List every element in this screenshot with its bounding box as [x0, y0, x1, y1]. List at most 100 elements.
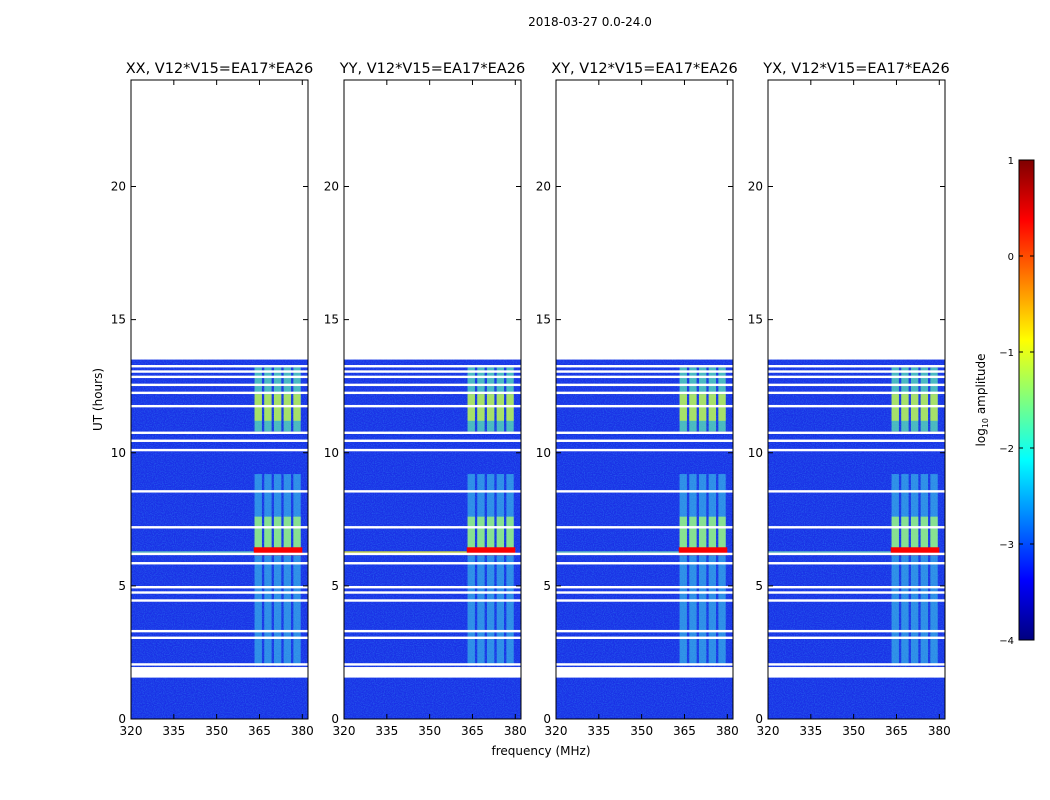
flagged-row	[768, 552, 945, 556]
rfi-stripe	[131, 551, 254, 554]
flagged-row	[556, 663, 733, 666]
flagged-row	[131, 383, 308, 387]
flagged-row	[768, 448, 945, 452]
x-tick-label: 320	[333, 724, 356, 738]
y-tick-label: 20	[536, 180, 551, 194]
flagged-row	[131, 375, 308, 379]
colorbar: 1 0 −1 −2 −3 −4 log10 amplitude	[974, 156, 1035, 647]
flagged-row	[344, 526, 521, 529]
x-tick-label: 320	[757, 724, 780, 738]
flagged-row	[556, 370, 733, 373]
rfi-stripe	[344, 551, 467, 554]
x-tick-label: 350	[630, 724, 653, 738]
rfi-column-peak	[273, 394, 282, 421]
flagged-row	[344, 562, 521, 565]
rfi-column-mid	[689, 516, 697, 552]
flagged-gap	[344, 667, 521, 677]
rfi-column-peak	[891, 394, 899, 421]
rfi-column-peak	[930, 394, 938, 421]
rfi-column-peak	[920, 394, 929, 421]
flagged-row	[131, 663, 308, 666]
rfi-column-low	[506, 474, 514, 666]
y-tick-label: 0	[118, 712, 126, 726]
x-tick-label: 365	[248, 724, 271, 738]
rfi-column-low	[264, 474, 272, 666]
flagged-row	[344, 591, 521, 594]
flagged-row	[131, 586, 308, 589]
rfi-column-peak	[254, 394, 262, 421]
flagged-row	[131, 591, 308, 594]
x-tick-label: 335	[162, 724, 185, 738]
flagged-row	[344, 439, 521, 442]
rfi-column-low	[273, 474, 282, 666]
flagged-row	[556, 599, 733, 602]
flagged-gap	[131, 667, 308, 677]
flagged-row	[556, 365, 733, 368]
rfi-column-mid	[698, 516, 707, 552]
rfi-column-low	[718, 474, 726, 666]
flagged-row	[344, 431, 521, 434]
flagged-row	[768, 383, 945, 387]
rfi-column-low	[910, 474, 919, 666]
rfi-column-peak	[477, 394, 485, 421]
flagged-row	[131, 448, 308, 452]
panel-title: XX, V12*V15=EA17*EA26	[126, 61, 314, 77]
x-tick-label: 320	[545, 724, 568, 738]
flagged-row	[556, 383, 733, 387]
rfi-column-mid	[901, 516, 909, 552]
flagged-row	[556, 636, 733, 639]
panels: XX, V12*V15=EA17*EA26 320 335 350 365 380 0 5 10…	[91, 61, 951, 758]
rfi-column-peak	[679, 394, 687, 421]
flagged-row	[556, 490, 733, 493]
flagged-row	[131, 439, 308, 442]
colorbar-gradient	[1018, 159, 1035, 641]
panel-1: XX, V12*V15=EA17*EA26 320 335 350 365 380 0 5 10…	[91, 61, 314, 738]
flagged-row	[768, 391, 945, 395]
rfi-column-mid	[496, 516, 505, 552]
rfi-column-low	[293, 474, 301, 666]
colorbar-tick-label: −2	[999, 444, 1014, 455]
flagged-row	[131, 629, 308, 633]
rfi-burst	[466, 547, 516, 556]
flagged-row	[344, 383, 521, 387]
flagged-row	[768, 490, 945, 493]
flagged-row	[344, 663, 521, 666]
x-tick-label: 350	[842, 724, 865, 738]
rfi-column-low	[486, 474, 495, 666]
rfi-column-low	[708, 474, 717, 666]
panel-title: XY, V12*V15=EA17*EA26	[551, 61, 737, 77]
y-tick-label: 0	[755, 712, 763, 726]
panel-2: YY, V12*V15=EA17*EA26 320 335 350 365 380 0 5 10…	[324, 61, 591, 758]
rfi-column-low	[679, 474, 687, 666]
flagged-row	[131, 599, 308, 602]
rfi-column-low	[920, 474, 929, 666]
panel-4: YX, V12*V15=EA17*EA26 320 335 350 365 380 0 5 10…	[748, 61, 951, 738]
flagged-gap	[768, 667, 945, 677]
flagged-row	[768, 365, 945, 368]
flagged-row	[131, 365, 308, 368]
flagged-row	[131, 526, 308, 529]
flagged-row	[344, 675, 521, 678]
x-tick-label: 380	[928, 724, 951, 738]
x-tick-label: 320	[120, 724, 143, 738]
flagged-row	[344, 404, 521, 408]
flagged-row	[131, 490, 308, 493]
rfi-column-low	[477, 474, 485, 666]
axes-frame	[343, 79, 522, 720]
rfi-column-mid	[910, 516, 919, 552]
flagged-row	[344, 490, 521, 493]
rfi-column-low	[283, 474, 292, 666]
x-tick-label: 350	[418, 724, 441, 738]
rfi-column-low	[254, 474, 262, 666]
flagged-row	[556, 526, 733, 529]
rfi-column-mid	[891, 516, 899, 552]
flagged-row	[131, 404, 308, 408]
flagged-row	[768, 591, 945, 594]
rfi-column-peak	[496, 394, 505, 421]
flagged-row	[131, 562, 308, 565]
flagged-row	[556, 586, 733, 589]
flagged-row	[344, 370, 521, 373]
flagged-row	[768, 431, 945, 434]
x-tick-label: 335	[587, 724, 610, 738]
panel-title: YY, V12*V15=EA17*EA26	[339, 61, 525, 77]
